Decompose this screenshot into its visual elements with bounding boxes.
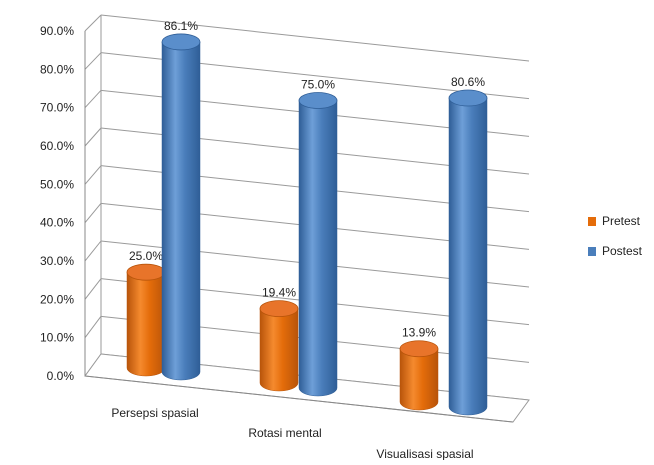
gridline-side (84, 165, 102, 185)
bar-pretest (126, 271, 166, 377)
y-tick-label: 60.0% (40, 139, 74, 153)
bar-top-pretest (399, 340, 439, 358)
gridline (100, 14, 530, 62)
bar-top-postest (448, 89, 488, 107)
gridline-side (84, 14, 102, 32)
data-label: 19.4% (262, 286, 296, 300)
bar-postest (298, 100, 338, 397)
gridline-side (84, 278, 102, 300)
x-tick-label: Rotasi mental (248, 426, 321, 440)
bar-pretest (259, 308, 299, 392)
y-tick-label: 50.0% (40, 177, 74, 191)
y-tick-label: 90.0% (40, 24, 74, 38)
legend-label-pretest: Pretest (602, 214, 641, 228)
y-tick-label: 40.0% (40, 216, 74, 230)
bar-top-postest (161, 33, 201, 51)
gridline-side (84, 240, 102, 262)
data-label: 80.6% (451, 75, 485, 89)
bar-postest (161, 41, 201, 381)
bar-top-postest (298, 92, 338, 109)
y-tick-label: 10.0% (40, 331, 74, 345)
bar-postest (448, 97, 488, 416)
legend: Pretest Postest (588, 212, 642, 272)
bar-top-pretest (126, 263, 166, 281)
legend-item-pretest: Pretest (588, 212, 642, 230)
legend-label-postest: Postest (602, 244, 643, 258)
gridline-side (84, 127, 102, 147)
gridline-side (84, 89, 102, 109)
legend-swatch-pretest (588, 216, 596, 226)
gridline-side (84, 52, 102, 70)
data-label: 86.1% (164, 19, 198, 33)
y-tick-label: 0.0% (47, 369, 75, 383)
y-tick-label: 80.0% (40, 62, 74, 76)
data-label: 75.0% (301, 78, 335, 92)
legend-swatch-postest (588, 246, 596, 256)
bar-pretest (399, 348, 439, 411)
y-tick-label: 20.0% (40, 292, 74, 306)
x-tick-label: Persepsi spasial (111, 406, 198, 420)
x-tick-label: Visualisasi spasial (376, 447, 473, 460)
y-tick-label: 70.0% (40, 101, 74, 115)
x-axis-line (84, 375, 514, 423)
y-tick-label: 30.0% (40, 254, 74, 268)
legend-item-postest: Postest (588, 242, 642, 260)
data-label: 13.9% (402, 326, 436, 340)
data-label: 25.0% (129, 249, 163, 263)
bar-top-pretest (259, 300, 299, 318)
gridline-side (84, 203, 102, 223)
gridline-side (84, 316, 102, 338)
